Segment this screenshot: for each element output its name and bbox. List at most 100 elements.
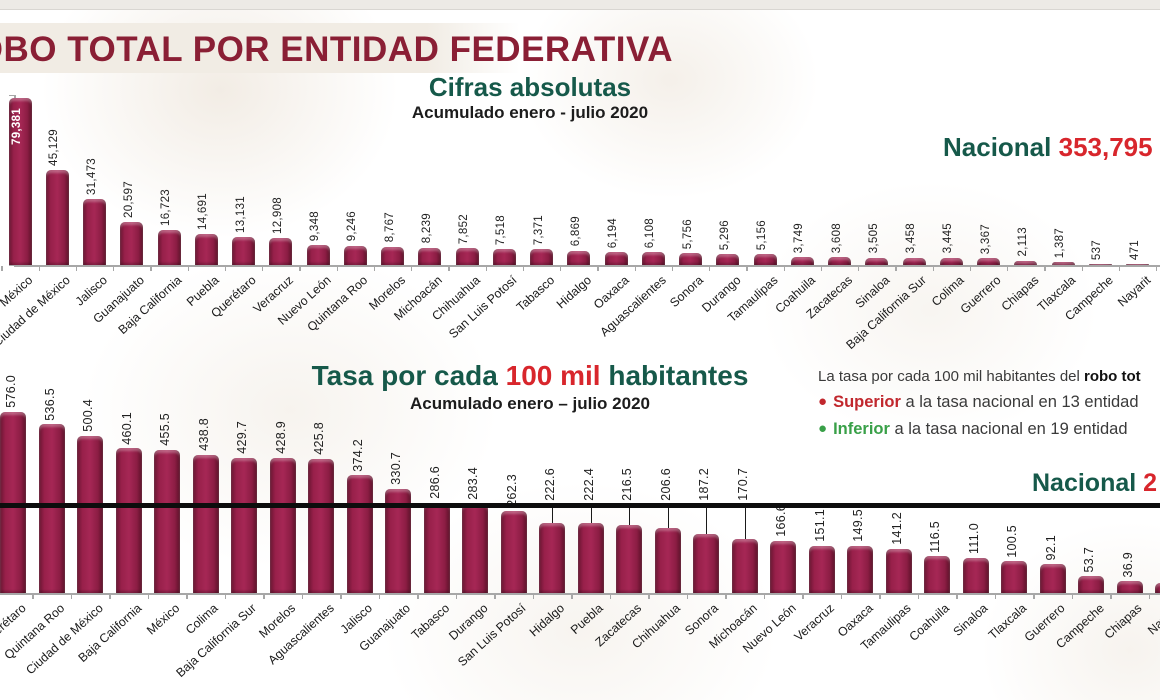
bar-Aguascalientes: [641, 252, 665, 265]
bar-Campeche: [1088, 263, 1112, 265]
bar-Jalisco: [83, 198, 106, 265]
bar-Oaxaca: [847, 546, 873, 593]
value-label: 286.6: [427, 466, 442, 499]
bar-Chiapas: [1116, 581, 1143, 593]
bar-Aguascalientes: [308, 459, 334, 593]
category-label-Hidalgo: Hidalgo: [527, 601, 568, 640]
value-label: 12,908: [271, 196, 284, 234]
x-axis-tick: [448, 266, 450, 271]
value-label: 222.4: [581, 468, 596, 501]
bar-Sonora: [693, 534, 719, 593]
bar-Jalisco: [346, 475, 373, 593]
value-label: 100.5: [1005, 524, 1019, 558]
x-axis-tick: [378, 594, 381, 599]
bar-Durango: [716, 253, 740, 265]
bar-Guerrero: [1039, 564, 1066, 593]
bar-Baja California Sur: [231, 457, 257, 593]
value-label: 13,131: [234, 196, 247, 234]
bar-Querétaro: [0, 411, 26, 593]
bar-San Luis Potosí: [500, 510, 527, 593]
legend-inferior-row: ● Inferior a la tasa nacional en 19 entid…: [818, 420, 1160, 439]
green-bullet-icon: ●: [818, 420, 828, 437]
chart2-title-prefix: Tasa por cada: [311, 360, 506, 391]
category-label-San Luis Potosí: San Luis Potosí: [455, 601, 529, 670]
bar-Quintana Roo: [343, 245, 367, 265]
rate-legend: La tasa por cada 100 mil habitantes del …: [818, 368, 1160, 439]
category-label-Coahuila: Coahuila: [906, 601, 953, 644]
x-axis-tick: [340, 594, 342, 599]
category-label-Ciudad de México: Ciudad de México: [0, 273, 73, 350]
title-band: [0, 23, 520, 73]
value-label: 576.0: [4, 375, 18, 408]
x-axis-tick: [1071, 594, 1074, 599]
x-axis-tick: [417, 594, 419, 599]
bar-Morelos: [381, 246, 404, 265]
chart2-national-annotation: Nacional 2: [1032, 469, 1157, 498]
x-axis-tick: [820, 266, 823, 271]
bar-Sinaloa: [865, 257, 889, 265]
value-label: 170.7: [735, 468, 750, 501]
x-axis-tick: [1148, 594, 1151, 599]
x-axis-tick: [532, 594, 535, 599]
bar-Tabasco: [530, 249, 553, 265]
bar-Chiapas: [1014, 260, 1038, 265]
value-label: 330.7: [389, 452, 403, 486]
x-axis-tick: [609, 594, 612, 599]
x-axis-tick: [186, 594, 188, 599]
bar-Nayarit: [1155, 583, 1160, 593]
x-axis-tick: [299, 266, 301, 271]
bar-Baja California: [157, 229, 181, 265]
x-axis-tick: [895, 266, 897, 271]
x-axis-tick: [560, 266, 562, 271]
value-label: 7,852: [458, 214, 470, 245]
x-axis-tick: [725, 594, 727, 599]
category-label-Tabasco: Tabasco: [408, 601, 452, 643]
value-label: 9,246: [346, 211, 359, 242]
value-label: 3,458: [905, 223, 917, 254]
legend-intro-text: La tasa por cada 100 mil habitantes del: [818, 368, 1085, 385]
category-label-Sinaloa: Sinaloa: [951, 601, 991, 639]
x-axis-tick: [840, 594, 843, 599]
value-label: 429.7: [235, 421, 249, 454]
value-label: 3,367: [979, 223, 992, 254]
chart2-subtitle: Acumulado enero – julio 2020: [410, 394, 650, 413]
x-axis-tick: [956, 594, 958, 599]
x-axis-tick: [75, 266, 78, 271]
category-label-Chiapas: Chiapas: [1101, 601, 1145, 642]
category-label-México: México: [144, 601, 183, 638]
x-axis-tick: [150, 266, 152, 271]
bar-México: [8, 97, 32, 265]
bar-Sonora: [679, 252, 702, 265]
bar-Tamaulipas: [753, 254, 777, 265]
category-label-Guerrero: Guerrero: [957, 273, 1004, 317]
y-axis-tick: [9, 95, 14, 97]
national-value: 353,795: [1058, 132, 1153, 162]
value-label: 53.7: [1082, 546, 1096, 573]
chart2-title-highlight: 100 mil: [505, 360, 601, 391]
bar-Michoacán: [731, 539, 758, 593]
bar-Nayarit: [1126, 263, 1149, 265]
bar-Nuevo León: [770, 540, 796, 593]
x-axis-tick: [455, 594, 458, 599]
x-axis-tick: [1033, 594, 1035, 599]
value-label: 92.1: [1043, 534, 1058, 561]
value-label: 3,608: [830, 223, 843, 254]
bar-Morelos: [269, 458, 296, 593]
leader-line: [590, 508, 592, 524]
bar-Tamaulipas: [885, 548, 912, 593]
value-label: 79,381: [11, 107, 23, 145]
bar-Tlaxcala: [1051, 262, 1075, 265]
category-label-Nayarit: Nayarit: [1114, 273, 1153, 310]
bar-Coahuila: [790, 257, 814, 265]
chart2-title-suffix: habitantes: [600, 360, 749, 391]
value-label: 9,348: [309, 211, 321, 242]
x-axis-tick: [1007, 266, 1009, 271]
value-label: 2,113: [1016, 227, 1029, 257]
value-label: 425.8: [312, 422, 326, 456]
bar-San Luis Potosí: [492, 249, 516, 265]
value-label: 283.4: [466, 467, 480, 500]
value-label: 45,129: [48, 129, 61, 167]
chart1-subtitle: Acumulado enero - julio 2020: [411, 103, 649, 122]
bar-Veracruz: [269, 237, 293, 265]
